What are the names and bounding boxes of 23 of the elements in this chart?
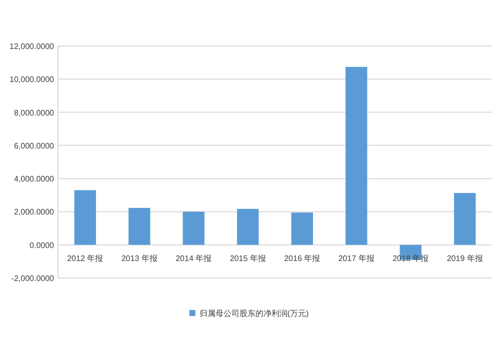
- legend-label: 归属母公司股东的净利润(万元): [199, 309, 309, 318]
- y-tick-label: 4,000.0000: [14, 174, 55, 184]
- y-tick-label: 8,000.0000: [14, 108, 55, 118]
- bar: [346, 66, 368, 245]
- y-tick-label: 2,000.0000: [14, 208, 55, 217]
- x-tick-label: 2015 年报: [230, 254, 266, 263]
- x-tick-label: 2013 年报: [121, 254, 158, 263]
- bar: [182, 212, 204, 245]
- bar: [128, 208, 150, 245]
- x-tick-label: 2017 年报: [338, 254, 374, 263]
- bar: [237, 208, 259, 245]
- y-tick-label: 6,000.0000: [14, 141, 55, 150]
- x-tick-label: 2012 年报: [67, 254, 104, 263]
- bar: [291, 212, 313, 245]
- bar: [74, 190, 96, 245]
- y-tick-label: -2,000.0000: [11, 274, 55, 283]
- x-tick-label: 2014 年报: [176, 254, 212, 263]
- y-tick-label: 0.0000: [30, 240, 55, 250]
- bar: [454, 192, 476, 245]
- y-tick-label: 10,000.0000: [10, 75, 55, 84]
- x-tick-label: 2019 年报: [446, 254, 483, 263]
- y-tick-label: 12,000.0000: [10, 42, 55, 51]
- x-tick-label: 2016 年报: [284, 254, 320, 263]
